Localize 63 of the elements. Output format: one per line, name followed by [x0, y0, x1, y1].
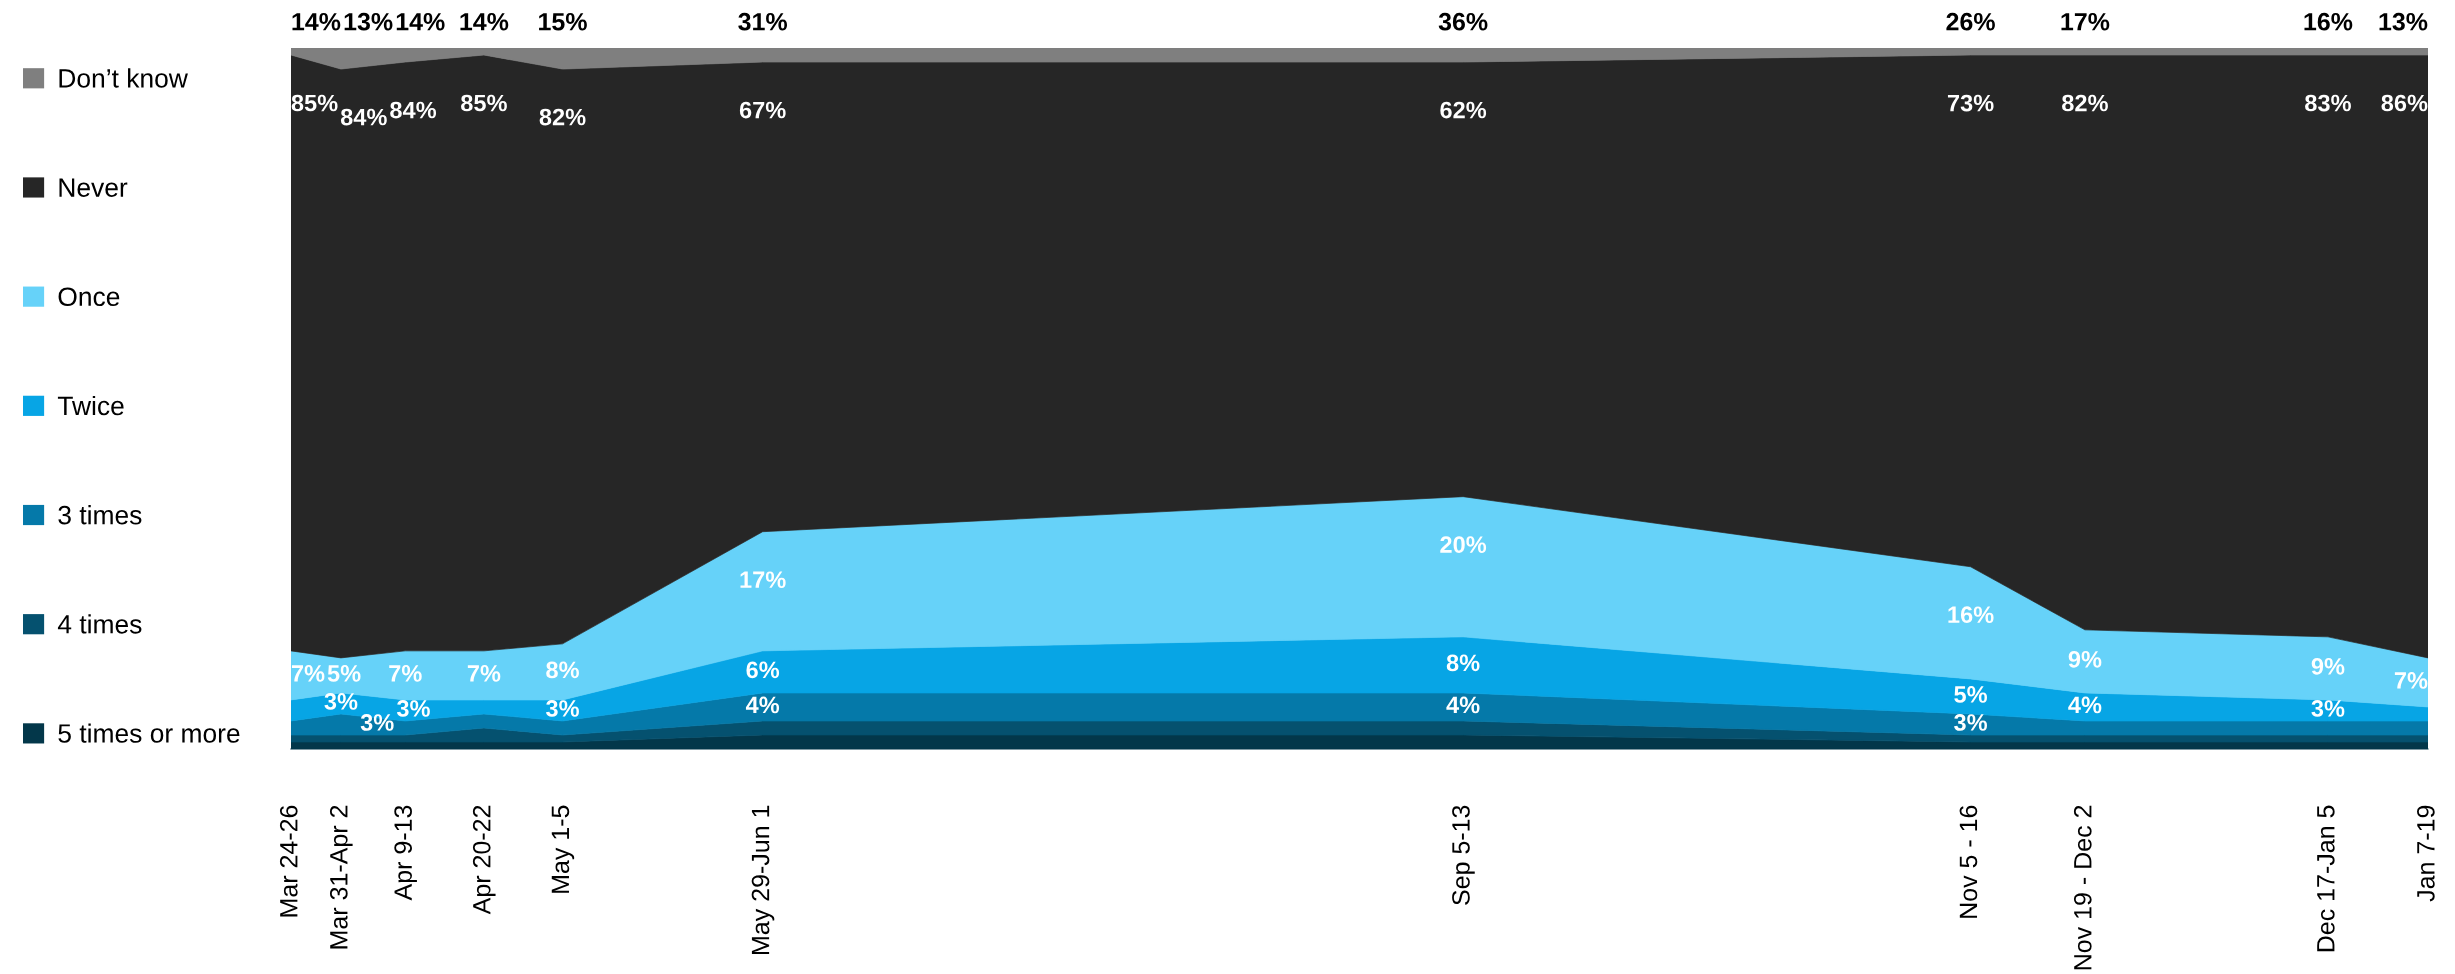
data-label: 82%: [539, 108, 586, 126]
x-tick-label: Nov 5 - 16: [1959, 805, 1978, 918]
x-tick-label: Dec 17-Jan 5: [2317, 805, 2335, 952]
data-label: 9%: [2068, 651, 2102, 668]
data-label: 7%: [467, 665, 501, 682]
data-label: 7%: [2394, 672, 2428, 689]
legend-label: 4 times: [57, 614, 142, 634]
data-label: 62%: [1440, 101, 1487, 119]
data-label: 86%: [2381, 94, 2428, 112]
x-tick-label: May 1-5: [551, 805, 575, 893]
x-tick-label: Mar 24-26: [279, 805, 298, 917]
data-label: 4%: [745, 696, 780, 714]
x-tick-label: Apr 9-13: [394, 805, 417, 901]
data-label: 7%: [291, 665, 325, 682]
annotation: 17%: [2061, 12, 2110, 31]
data-label: 20%: [1440, 536, 1487, 553]
annotation: 36%: [1438, 12, 1488, 31]
annotation: 16%: [2304, 12, 2353, 31]
data-label: 85%: [291, 94, 338, 112]
data-label: 5%: [327, 665, 361, 682]
data-label: 3%: [1954, 714, 1987, 731]
data-label: 3%: [2311, 700, 2345, 717]
data-label: 6%: [746, 661, 780, 679]
data-label: 4%: [2068, 696, 2102, 714]
data-label: 3%: [396, 700, 430, 717]
data-label: 16%: [1948, 606, 1994, 624]
data-label: 8%: [546, 661, 579, 679]
annotation: 15%: [539, 12, 587, 31]
data-label: 67%: [739, 101, 786, 119]
data-label: 4%: [1446, 696, 1480, 714]
legend-label: 5 times or more: [58, 723, 240, 743]
annotation: 14%: [292, 12, 341, 31]
data-label: 3%: [360, 714, 394, 731]
data-label: 83%: [2305, 94, 2351, 112]
x-tick-label: May 29-Jun 1: [751, 805, 775, 954]
annotation: 13%: [2379, 12, 2428, 31]
data-label: 17%: [740, 571, 786, 588]
data-label: 85%: [461, 94, 507, 112]
legend-label: Don’t know: [59, 68, 188, 88]
annotation: 14%: [460, 12, 509, 31]
legend-label: Once: [58, 287, 120, 307]
data-label: 3%: [324, 693, 358, 710]
data-label: 7%: [389, 665, 422, 682]
annotation: 31%: [738, 12, 788, 31]
data-label: 84%: [340, 108, 387, 126]
annotation: 26%: [1946, 12, 1995, 31]
x-tick-label: Nov 19 - Dec 2: [2073, 805, 2092, 970]
legend-label: Never: [59, 178, 128, 197]
data-label: 8%: [1446, 654, 1480, 672]
x-tick-label: Apr 20-22: [472, 805, 496, 915]
data-label: 82%: [2062, 94, 2108, 112]
legend-label: 3 times: [58, 505, 142, 525]
data-label: 3%: [546, 700, 579, 717]
data-label: 84%: [390, 101, 437, 119]
x-tick-label: Mar 31-Apr 2: [329, 805, 353, 949]
data-label: 73%: [1947, 94, 1994, 112]
annotation: 14%: [396, 12, 445, 31]
x-tick-label: Jan 7-19: [2417, 805, 2435, 902]
legend-label: Twice: [57, 395, 124, 416]
data-label: 9%: [2311, 658, 2345, 675]
x-tick-label: Sep 5-13: [1452, 805, 1475, 905]
data-label: 5%: [1954, 686, 1987, 703]
annotation: 13%: [344, 12, 393, 31]
